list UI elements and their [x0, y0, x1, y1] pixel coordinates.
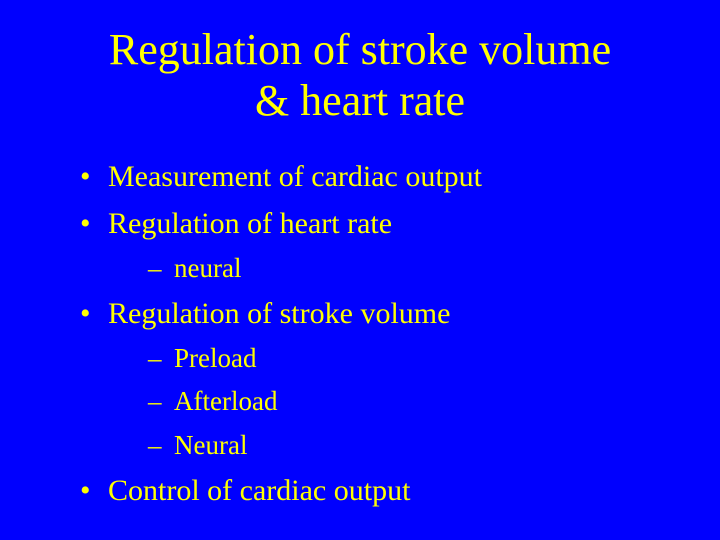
bullet-item: Control of cardiac output — [80, 470, 670, 512]
bullet-text: Measurement of cardiac output — [108, 160, 482, 193]
sub-bullet-item: Preload — [148, 339, 670, 378]
sub-bullet-item: neural — [148, 249, 670, 288]
sub-bullet-text: Neural — [174, 430, 247, 460]
bullet-text: Regulation of heart rate — [108, 207, 392, 240]
bullet-item: Regulation of heart rate neural — [80, 203, 670, 288]
title-line-1: Regulation of stroke volume — [109, 25, 611, 74]
bullet-text: Control of cardiac output — [108, 474, 410, 507]
sub-bullet-item: Afterload — [148, 382, 670, 421]
sub-bullet-text: Afterload — [174, 386, 277, 416]
sub-bullet-text: Preload — [174, 343, 256, 373]
bullet-item: Regulation of stroke volume Preload Afte… — [80, 293, 670, 464]
slide-title: Regulation of stroke volume & heart rate — [50, 25, 670, 126]
bullet-item: Measurement of cardiac output — [80, 156, 670, 198]
title-line-2: & heart rate — [255, 76, 465, 125]
bullet-list: Measurement of cardiac output Regulation… — [50, 156, 670, 512]
sub-bullet-list: neural — [108, 249, 670, 288]
sub-bullet-list: Preload Afterload Neural — [108, 339, 670, 464]
sub-bullet-item: Neural — [148, 426, 670, 465]
slide-container: Regulation of stroke volume & heart rate… — [0, 0, 720, 540]
sub-bullet-text: neural — [174, 253, 241, 283]
bullet-text: Regulation of stroke volume — [108, 297, 450, 330]
